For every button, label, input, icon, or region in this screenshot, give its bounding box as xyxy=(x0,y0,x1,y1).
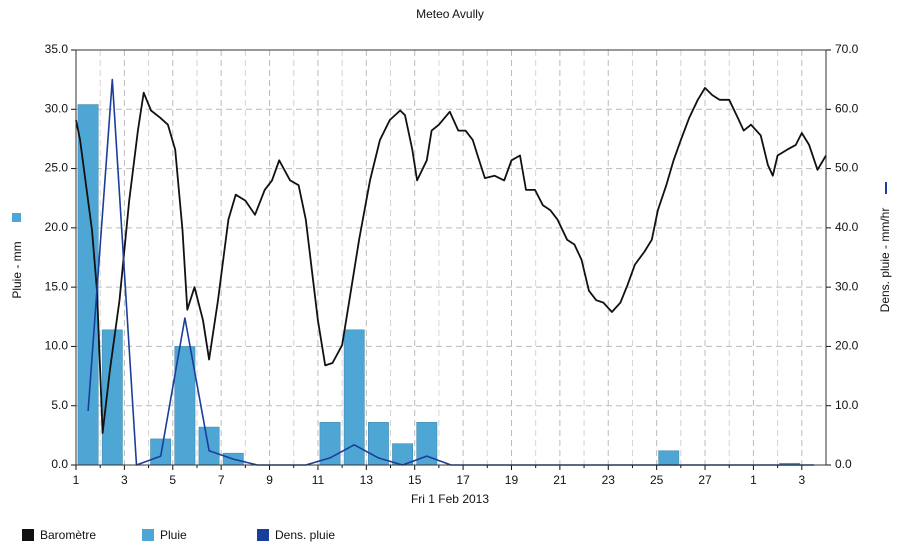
x-tick-label: 3 xyxy=(798,473,805,487)
y-axis-swatch xyxy=(12,213,21,222)
y-tick-label: 25.0 xyxy=(45,161,69,175)
y-tick-label: 20.0 xyxy=(45,220,69,234)
y2-axis-title: Dens. pluie - mm/hr xyxy=(878,208,892,313)
y2-tick-label: 0.0 xyxy=(835,457,852,471)
y-tick-label: 30.0 xyxy=(45,101,69,115)
y-axis-title: Pluie - mm xyxy=(10,241,24,298)
x-tick-label: 5 xyxy=(169,473,176,487)
y-tick-label: 15.0 xyxy=(45,279,69,293)
legend-label: Baromètre xyxy=(40,528,96,542)
x-axis-title: Fri 1 Feb 2013 xyxy=(411,492,489,506)
marks xyxy=(75,78,827,466)
y-tick-label: 0.0 xyxy=(51,457,68,471)
x-tick-label: 7 xyxy=(218,473,225,487)
x-tick-label: 1 xyxy=(73,473,80,487)
bar xyxy=(174,346,196,466)
y2-tick-label: 70.0 xyxy=(835,42,859,56)
legend-label: Dens. pluie xyxy=(275,528,335,542)
x-tick-label: 9 xyxy=(266,473,273,487)
y2-tick-label: 30.0 xyxy=(835,279,859,293)
x-tick-label: 1 xyxy=(750,473,757,487)
y2-tick-label: 60.0 xyxy=(835,101,859,115)
legend-label: Pluie xyxy=(160,528,187,542)
x-tick-label: 17 xyxy=(456,473,470,487)
x-tick-label: 13 xyxy=(360,473,374,487)
chart-title: Meteo Avully xyxy=(416,7,484,21)
legend-swatch xyxy=(142,529,154,541)
plot-frame xyxy=(75,49,827,466)
y2-tick-label: 50.0 xyxy=(835,161,859,175)
x-tick-label: 3 xyxy=(121,473,128,487)
x-tick-label: 11 xyxy=(312,473,325,487)
y-tick-label: 35.0 xyxy=(45,42,69,56)
line xyxy=(75,87,827,434)
x-tick-label: 27 xyxy=(698,473,712,487)
x-tick-label: 21 xyxy=(553,473,567,487)
y2-tick-label: 10.0 xyxy=(835,398,859,412)
bar xyxy=(198,426,220,466)
x-tick-label: 15 xyxy=(408,473,422,487)
y-tick-label: 10.0 xyxy=(45,339,69,353)
legend-swatch xyxy=(257,529,269,541)
legend-swatch xyxy=(22,529,34,541)
y2-tick-label: 40.0 xyxy=(835,220,859,234)
x-tick-label: 19 xyxy=(505,473,519,487)
x-tick-label: 25 xyxy=(650,473,664,487)
x-tick-label: 23 xyxy=(602,473,616,487)
bar xyxy=(658,450,680,466)
y2-tick-label: 20.0 xyxy=(835,339,859,353)
y-tick-label: 5.0 xyxy=(51,398,68,412)
